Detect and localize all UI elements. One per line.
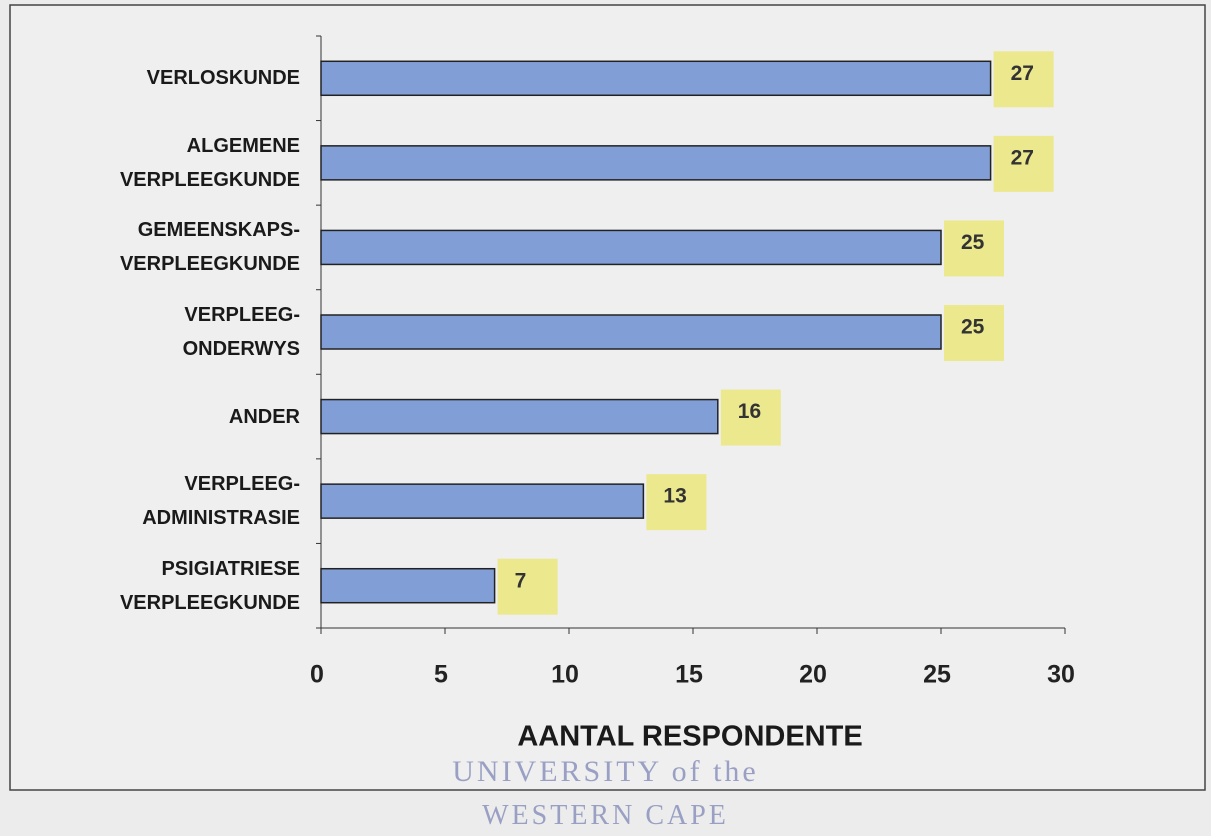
value-label: 16 — [738, 400, 761, 423]
x-axis-title: AANTAL RESPONDENTE — [517, 721, 862, 753]
bar — [320, 483, 645, 519]
bar — [320, 398, 719, 435]
x-tick-label: 25 — [923, 661, 951, 689]
value-label: 7 — [515, 569, 527, 592]
value-label-box — [646, 474, 707, 531]
category-label: VERPLEEG- ADMINISTRASIE — [142, 473, 300, 530]
value-label-box — [720, 389, 781, 446]
chart-frame — [9, 4, 1206, 791]
value-label-box — [993, 51, 1054, 108]
bar — [320, 314, 942, 350]
x-tick-label: 5 — [434, 661, 448, 689]
x-tick-label: 0 — [310, 661, 324, 689]
category-label: ALGEMENE VERPLEEGKUNDE — [119, 134, 300, 191]
category-label: ANDER — [228, 405, 300, 428]
bar — [320, 567, 496, 604]
category-label: VERPLEEG- ONDERWYS — [182, 304, 300, 360]
category-label: PSIGIATRIESE VERPLEEGKUNDE — [119, 557, 300, 614]
bar — [320, 229, 942, 266]
watermark: WESTERN CAPE — [482, 800, 729, 831]
bar — [320, 60, 992, 97]
x-tick-label: 10 — [551, 661, 579, 689]
value-label-box — [944, 305, 1004, 361]
value-label: 13 — [663, 485, 686, 508]
value-label: 25 — [961, 231, 985, 254]
value-label: 25 — [961, 316, 985, 339]
value-label-box — [944, 220, 1004, 277]
value-label: 27 — [1011, 146, 1034, 169]
watermark: UNIVERSITY of the — [452, 755, 759, 788]
value-label-box — [497, 558, 558, 615]
category-label: VERLOSKUNDE — [146, 67, 300, 90]
x-tick-label: 30 — [1047, 661, 1075, 689]
x-tick-label: 20 — [799, 661, 827, 689]
x-tick-label: 15 — [675, 661, 703, 689]
value-label-box — [993, 135, 1054, 192]
category-label: GEMEENSKAPS- VERPLEEGKUNDE — [119, 219, 300, 276]
value-label: 27 — [1011, 62, 1034, 85]
bar — [320, 145, 992, 181]
